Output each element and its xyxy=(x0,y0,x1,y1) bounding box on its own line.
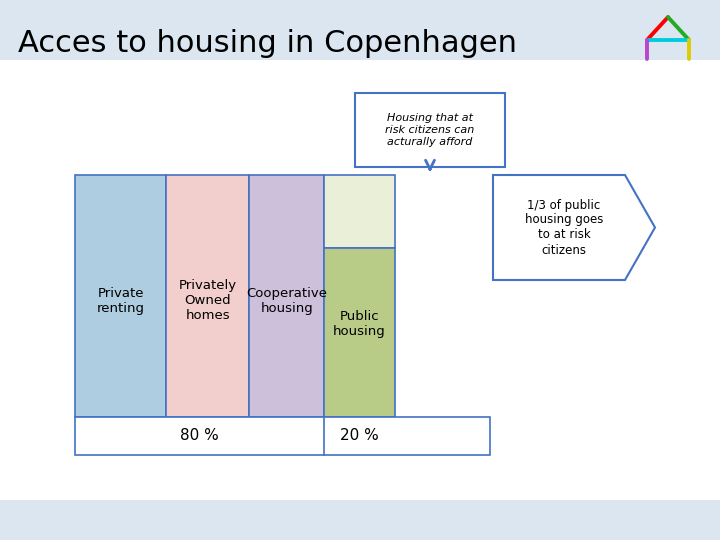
Bar xyxy=(324,175,395,248)
Bar xyxy=(249,175,324,417)
FancyBboxPatch shape xyxy=(0,0,720,60)
FancyBboxPatch shape xyxy=(355,93,505,167)
Text: Cooperative
housing: Cooperative housing xyxy=(246,287,327,315)
Text: 20 %: 20 % xyxy=(340,429,379,443)
FancyBboxPatch shape xyxy=(0,500,720,540)
Text: 80 %: 80 % xyxy=(180,429,219,443)
Bar xyxy=(324,248,395,417)
Text: 1/3 of public
housing goes
to at risk
citizens: 1/3 of public housing goes to at risk ci… xyxy=(525,199,603,256)
Bar xyxy=(166,175,249,417)
Bar xyxy=(75,417,490,455)
Text: Privately
Owned
homes: Privately Owned homes xyxy=(179,279,237,322)
Text: Acces to housing in Copenhagen: Acces to housing in Copenhagen xyxy=(18,29,517,58)
Text: Housing that at
risk citizens can
acturally afford: Housing that at risk citizens can actura… xyxy=(385,113,474,146)
FancyBboxPatch shape xyxy=(0,60,720,540)
Text: Private
renting: Private renting xyxy=(96,287,145,315)
Bar xyxy=(75,175,166,417)
Text: Public
housing: Public housing xyxy=(333,310,386,338)
Polygon shape xyxy=(493,175,655,280)
